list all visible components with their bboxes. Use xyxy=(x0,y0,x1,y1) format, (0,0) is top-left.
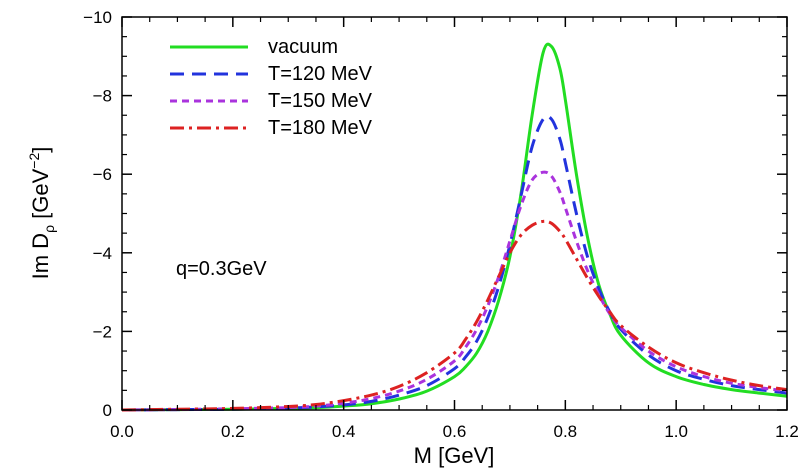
x-tick-label: 0.2 xyxy=(221,422,245,441)
legend: vacuum T=120 MeV T=150 MeV T=180 MeV xyxy=(170,36,373,139)
curves-layer xyxy=(121,42,788,412)
y-tick-label: −4 xyxy=(93,244,112,263)
series-line-2 xyxy=(121,170,788,412)
y-tick-label: −8 xyxy=(93,87,112,106)
legend-label-1: T=120 MeV xyxy=(268,63,373,85)
x-tick-label: 1.2 xyxy=(775,422,799,441)
x-tick-label: 0.0 xyxy=(110,422,134,441)
x-tick-label: 0.4 xyxy=(332,422,356,441)
series-line-1 xyxy=(121,114,788,412)
x-axis-label: M [GeV] xyxy=(414,443,495,468)
y-axis-label-unit-superscript: −2 xyxy=(26,153,42,169)
series-line-3 xyxy=(121,219,788,412)
series-line-0 xyxy=(121,42,788,412)
y-tick-label: −6 xyxy=(93,165,112,184)
ticks-layer xyxy=(121,16,788,411)
y-tick-label: −10 xyxy=(83,8,112,27)
y-axis-label-unit-close: ] xyxy=(28,147,53,153)
y-axis-label-unit-open: [GeV xyxy=(28,168,53,225)
legend-label-3: T=180 MeV xyxy=(268,117,373,139)
y-axis-label-subscript: ρ xyxy=(41,225,57,233)
y-tick-label: −2 xyxy=(93,322,112,341)
x-tick-label: 0.8 xyxy=(554,422,578,441)
legend-label-2: T=150 MeV xyxy=(268,90,373,112)
tick-labels-layer: 0.0 0.2 0.4 0.6 0.8 1.0 1.2 0 −2 −4 −6 −8 −10 xyxy=(83,8,799,441)
y-axis-label-main: Im D xyxy=(28,233,53,279)
x-tick-label: 1.0 xyxy=(664,422,688,441)
q-annotation: q=0.3GeV xyxy=(176,258,267,280)
x-tick-label: 0.6 xyxy=(443,422,467,441)
y-tick-label: 0 xyxy=(103,401,112,420)
legend-label-0: vacuum xyxy=(268,36,338,58)
y-axis-label: Im Dρ [GeV−2] xyxy=(26,147,57,280)
